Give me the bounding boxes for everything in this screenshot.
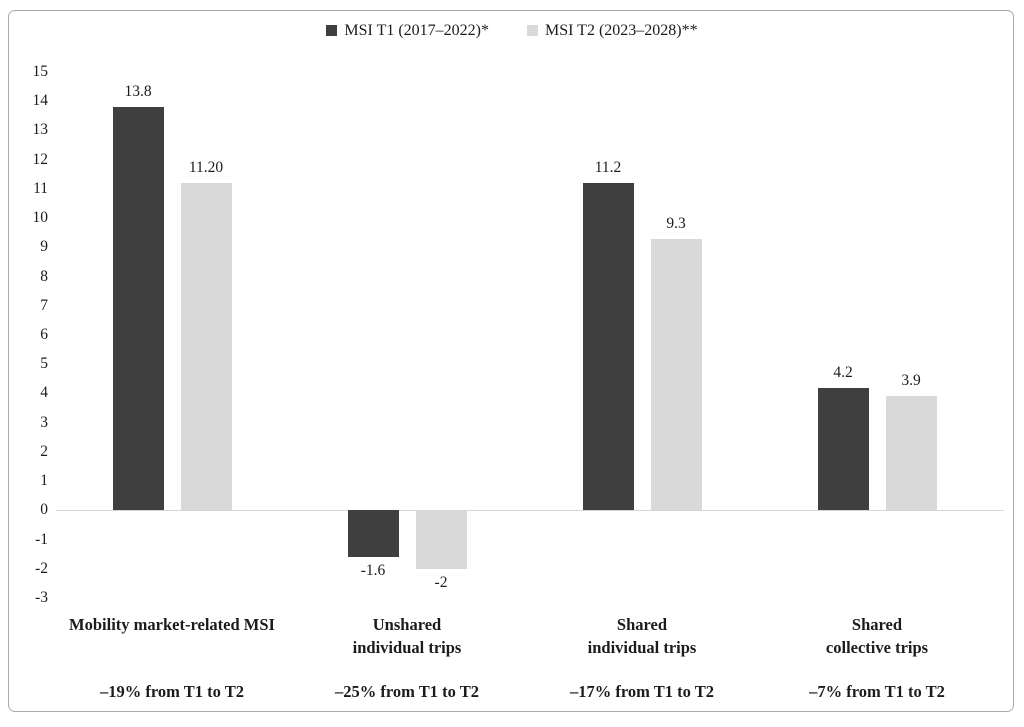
bar-series2-group1 [180,183,232,511]
y-axis-tick-label: 15 [32,63,49,80]
legend-item-1: MSI T1 (2017–2022)* [326,21,489,40]
change-label-group4: –7% from T1 to T2 [809,682,945,701]
legend-item-2: MSI T2 (2023–2028)** [527,21,698,40]
y-axis-tick-label: 12 [32,150,49,168]
bar-value-label: 3.9 [901,372,921,390]
y-axis-tick-label: -3 [35,588,48,606]
y-axis-tick-label: 8 [40,267,48,285]
y-axis-tick-label: 9 [40,238,48,256]
legend-swatch-icon [326,25,338,36]
y-axis-tick-label: -2 [35,559,48,577]
bar-value-label: 4.2 [833,363,853,381]
y-axis-tick-label: 5 [40,355,48,373]
legend-swatch-icon [527,25,538,36]
legend-label: MSI T1 (2017–2022)* [344,22,489,39]
change-label-group1: –19% from T1 to T2 [100,682,244,701]
bar-series2-group4 [885,396,937,511]
bar-value-label: 11.20 [188,159,224,177]
category-label-group2: Unshared individual trips [352,615,462,657]
bar-series2-group2 [415,510,467,569]
y-axis-tick-label: -1 [35,530,48,548]
y-axis-tick-label: 13 [32,121,49,139]
change-label-group3: –17% from T1 to T2 [570,682,714,701]
bar-value-label: 9.3 [666,214,686,232]
bar-value-label: -1.6 [360,562,386,580]
y-axis-tick-label: 7 [40,296,48,314]
y-axis-tick-label: 1 [40,472,48,490]
y-axis-tick-label: 11 [33,179,48,197]
y-axis-tick-label: 6 [40,325,48,343]
change-label-group2: –25% from T1 to T2 [335,682,479,701]
bar-series1-group4 [817,387,869,511]
bar-value-label: 11.2 [594,159,622,177]
y-axis-tick-label: 3 [40,413,48,431]
category-label-group1: Mobility market-related MSI [69,615,275,634]
bar-series1-group2 [347,510,399,558]
category-label-group4: Shared collective trips [825,615,929,657]
bar-series1-group3 [582,183,634,511]
bar-value-label: 13.8 [124,83,152,101]
bar-value-label: -2 [434,573,448,591]
bar-series2-group3 [650,238,702,511]
y-axis-tick-label: 4 [40,384,48,402]
y-axis-tick-label: 14 [32,92,49,110]
y-axis-tick-label: 2 [40,442,48,460]
category-label-group3: Shared individual trips [587,615,697,657]
y-axis-tick-label: 0 [40,501,48,519]
legend-label: MSI T2 (2023–2028)** [545,22,698,39]
chart-legend: MSI T1 (2017–2022)* MSI T2 (2023–2028)** [0,21,1024,40]
x-axis-zero-line [56,509,1004,512]
figure-border [8,10,1014,712]
y-axis-tick-label: 10 [32,209,49,227]
bar-series1-group1 [112,107,164,511]
